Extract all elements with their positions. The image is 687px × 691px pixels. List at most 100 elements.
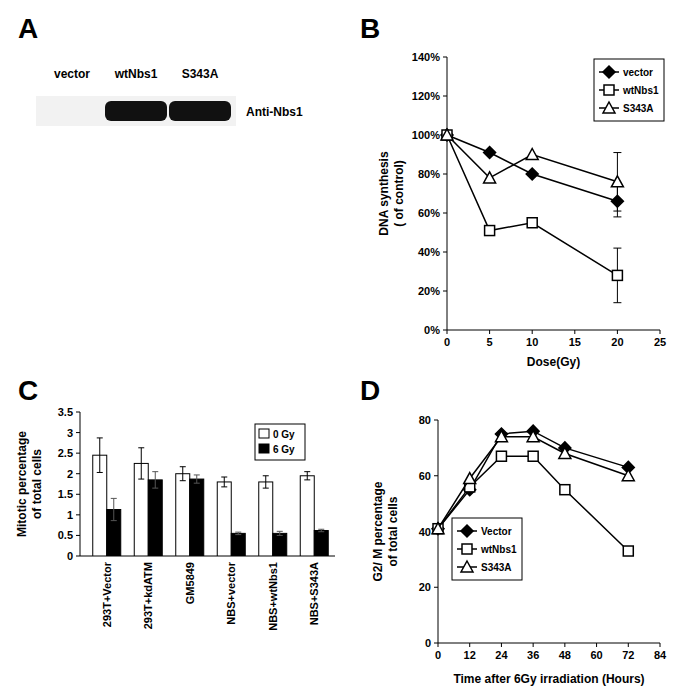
error-bar	[194, 475, 200, 483]
series-line	[447, 135, 617, 182]
y-tick-label: 1.5	[58, 488, 73, 500]
blot-background	[36, 96, 236, 126]
y-tick-label: 2	[67, 468, 73, 480]
bar	[190, 479, 204, 556]
y-tick-label: 60	[419, 470, 431, 482]
y-axis-label: ( of control)	[392, 160, 406, 227]
x-tick-label: 72	[622, 649, 634, 661]
error-bar	[138, 448, 144, 479]
x-tick	[564, 643, 565, 647]
x-tick	[617, 330, 618, 334]
band	[105, 101, 167, 121]
error-bar	[304, 472, 310, 480]
x-tick-label: 0	[435, 649, 441, 661]
x-axis	[438, 643, 660, 644]
y-tick	[443, 57, 447, 58]
x-tick-label: 25	[654, 336, 666, 348]
y-tick	[443, 213, 447, 214]
legend-label: S343A	[623, 103, 654, 114]
y-tick	[76, 453, 80, 454]
bar	[300, 476, 314, 556]
plot-area	[441, 129, 623, 303]
marker	[484, 172, 496, 183]
marker	[560, 485, 570, 495]
x-tick	[501, 643, 502, 647]
error-bar	[152, 472, 158, 488]
legend-marker	[461, 561, 473, 572]
x-tick	[447, 330, 448, 334]
x-tick-label: 293T+kdATM	[142, 562, 154, 629]
y-axis-label: DNA synthesis	[377, 151, 391, 236]
bar	[148, 480, 162, 556]
y-tick-label: 0	[67, 550, 73, 562]
y-tick-label: 20%	[418, 285, 440, 297]
blot	[36, 96, 236, 126]
x-tick-label: 84	[654, 649, 667, 661]
x-axis	[447, 330, 660, 331]
x-tick-label: 10	[526, 336, 538, 348]
x-tick-label: 24	[495, 649, 508, 661]
x-tick-label: 15	[569, 336, 581, 348]
marker	[622, 470, 634, 481]
series-line	[447, 135, 617, 275]
marker	[432, 523, 444, 534]
y-tick-label: 80%	[418, 168, 440, 180]
error-bar	[111, 498, 117, 520]
legend: VectorwtNbs1S343A	[452, 518, 522, 580]
x-tick	[489, 330, 490, 334]
x-axis-label: Dose(Gy)	[527, 355, 580, 369]
error-bar	[318, 529, 324, 531]
x-tick-label: 293T+Vector	[101, 561, 113, 627]
y-tick	[434, 587, 438, 588]
x-axis-label: Time after 6Gy irradiation (Hours)	[453, 672, 644, 686]
legend: vector wtNbs1 S343A	[594, 59, 664, 121]
y-tick	[434, 475, 438, 476]
marker	[432, 523, 444, 535]
y-tick	[76, 514, 80, 515]
bar	[217, 482, 231, 556]
legend-label: wtNbs1	[480, 544, 517, 555]
marker	[527, 431, 539, 442]
series-line	[438, 456, 628, 551]
y-tick-label: 2.5	[58, 447, 73, 459]
legend-marker	[462, 544, 472, 554]
bar	[231, 533, 245, 556]
y-tick-label: 60%	[418, 207, 440, 219]
marker	[485, 226, 495, 236]
marker	[441, 129, 453, 141]
error-bar	[277, 531, 283, 535]
legend-label: vector	[623, 67, 653, 78]
legend-box	[255, 424, 305, 460]
y-tick	[76, 556, 80, 557]
legend-marker	[604, 85, 614, 95]
x-tick-label: 0	[444, 336, 450, 348]
error-bar	[613, 248, 621, 303]
y-axis	[447, 57, 448, 330]
y-tick	[443, 96, 447, 97]
y-tick-label: 1	[67, 509, 73, 521]
y-tick-label: 120%	[412, 90, 440, 102]
y-axis-label: Mitotic percentage	[15, 431, 29, 537]
legend-label: 6 Gy	[273, 444, 295, 455]
x-tick	[533, 643, 534, 647]
x-tick	[596, 643, 597, 647]
marker	[528, 451, 538, 461]
marker	[611, 176, 623, 187]
marker	[495, 431, 507, 442]
legend-marker	[603, 66, 615, 78]
axes	[434, 420, 660, 647]
y-tick-label: 140%	[412, 51, 440, 63]
y-tick	[434, 420, 438, 421]
panel-letter: B	[360, 13, 380, 44]
x-tick-label: NBS+wtNbs1	[267, 562, 279, 631]
legend-label: Vector	[481, 526, 512, 537]
x-tick-label: 36	[527, 649, 539, 661]
bar	[176, 474, 190, 556]
y-tick-label: 0	[425, 637, 431, 649]
legend-swatch	[259, 429, 269, 438]
x-tick-label: NBS+vector	[225, 561, 237, 624]
y-tick	[443, 330, 447, 331]
legend-label: wtNbs1	[622, 85, 659, 96]
x-tick-label: 48	[559, 649, 571, 661]
marker	[612, 270, 622, 280]
